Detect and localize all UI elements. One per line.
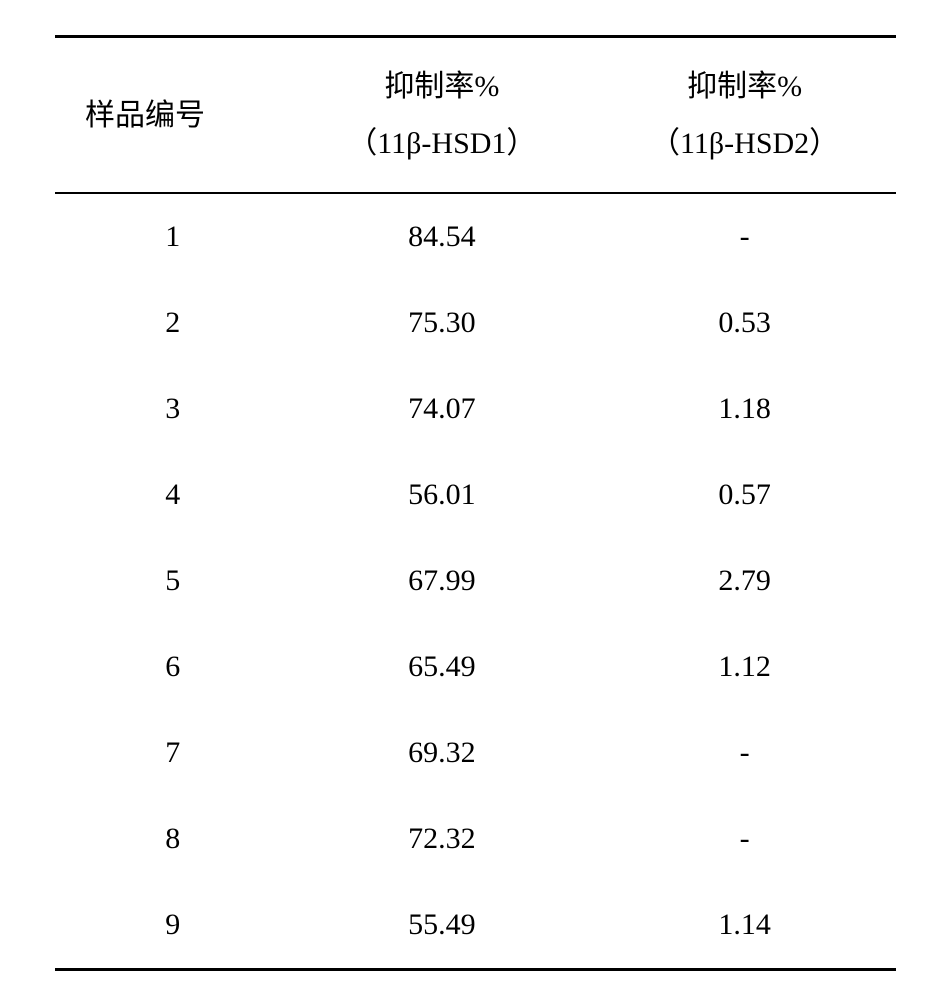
column-header-label: 抑制率%	[603, 58, 886, 115]
cell-hsd2: 0.57	[593, 452, 896, 538]
table-row: 6 65.49 1.12	[55, 624, 896, 710]
header-row: 样品编号 抑制率% （11β-HSD1） 抑制率% （11β-HSD2）	[55, 37, 896, 194]
table-row: 7 69.32 -	[55, 710, 896, 796]
cell-sample-id: 9	[55, 882, 290, 970]
data-table: 样品编号 抑制率% （11β-HSD1） 抑制率% （11β-HSD2） 1 8…	[55, 35, 896, 971]
column-header-sample: 样品编号	[55, 37, 290, 194]
cell-hsd1: 56.01	[290, 452, 593, 538]
cell-sample-id: 7	[55, 710, 290, 796]
column-header-hsd2: 抑制率% （11β-HSD2）	[593, 37, 896, 194]
cell-hsd1: 67.99	[290, 538, 593, 624]
cell-hsd1: 69.32	[290, 710, 593, 796]
cell-hsd1: 84.54	[290, 193, 593, 280]
table-row: 4 56.01 0.57	[55, 452, 896, 538]
cell-hsd1: 55.49	[290, 882, 593, 970]
cell-hsd2: 1.18	[593, 366, 896, 452]
table-row: 2 75.30 0.53	[55, 280, 896, 366]
cell-sample-id: 4	[55, 452, 290, 538]
table-row: 9 55.49 1.14	[55, 882, 896, 970]
table-header: 样品编号 抑制率% （11β-HSD1） 抑制率% （11β-HSD2）	[55, 37, 896, 194]
cell-sample-id: 8	[55, 796, 290, 882]
cell-sample-id: 2	[55, 280, 290, 366]
cell-hsd1: 72.32	[290, 796, 593, 882]
cell-hsd2: 2.79	[593, 538, 896, 624]
cell-hsd2: 1.12	[593, 624, 896, 710]
cell-sample-id: 5	[55, 538, 290, 624]
cell-hsd2: 1.14	[593, 882, 896, 970]
cell-hsd1: 74.07	[290, 366, 593, 452]
cell-hsd1: 75.30	[290, 280, 593, 366]
table-body: 1 84.54 - 2 75.30 0.53 3 74.07 1.18 4 56…	[55, 193, 896, 970]
cell-sample-id: 3	[55, 366, 290, 452]
table-row: 8 72.32 -	[55, 796, 896, 882]
cell-hsd1: 65.49	[290, 624, 593, 710]
cell-sample-id: 6	[55, 624, 290, 710]
cell-hsd2: -	[593, 193, 896, 280]
cell-sample-id: 1	[55, 193, 290, 280]
cell-hsd2: -	[593, 796, 896, 882]
column-header-sublabel: （11β-HSD2）	[603, 115, 886, 172]
column-header-label: 样品编号	[85, 87, 280, 144]
table-row: 1 84.54 -	[55, 193, 896, 280]
cell-hsd2: -	[593, 710, 896, 796]
table-row: 3 74.07 1.18	[55, 366, 896, 452]
table-row: 5 67.99 2.79	[55, 538, 896, 624]
cell-hsd2: 0.53	[593, 280, 896, 366]
column-header-sublabel: （11β-HSD1）	[300, 115, 583, 172]
column-header-hsd1: 抑制率% （11β-HSD1）	[290, 37, 593, 194]
column-header-label: 抑制率%	[300, 58, 583, 115]
